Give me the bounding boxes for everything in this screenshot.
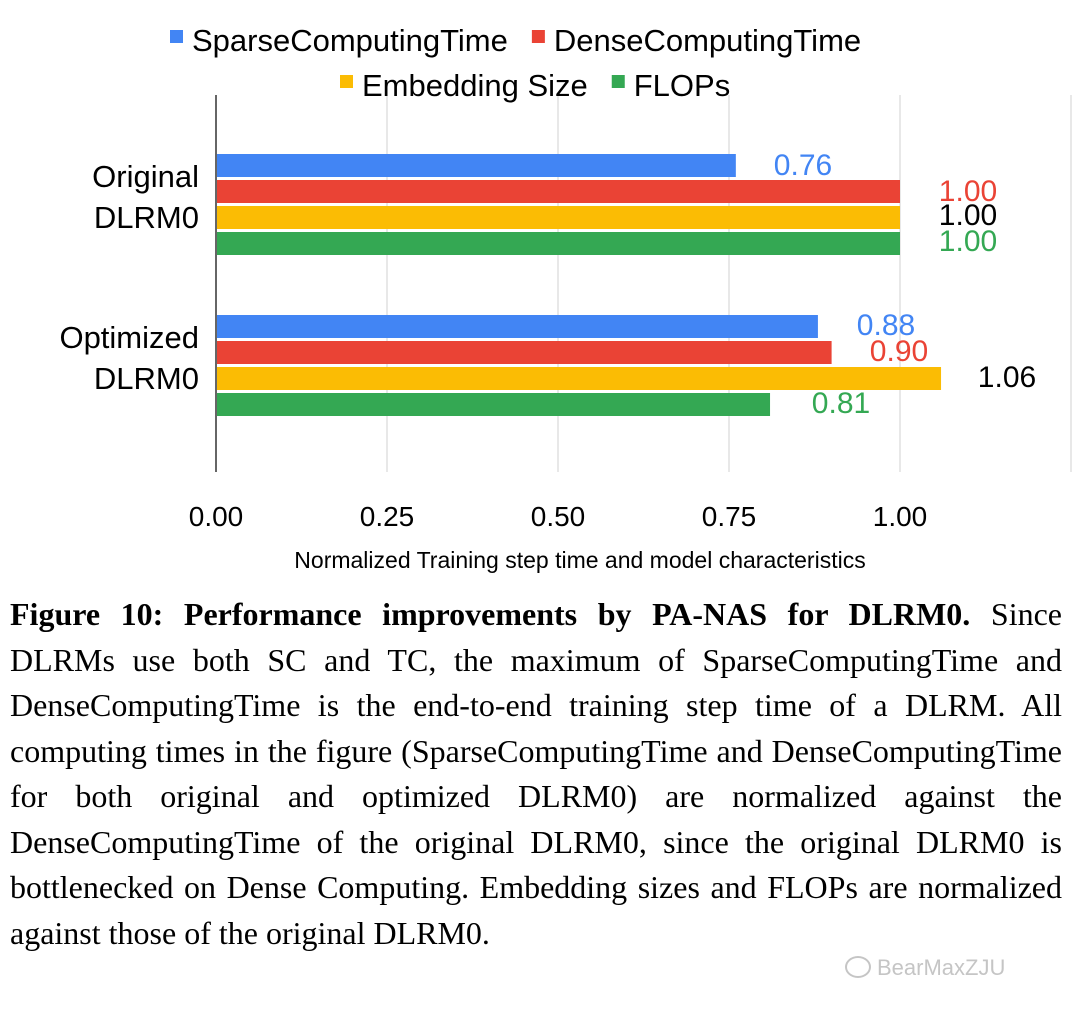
category-label: DLRM0 [94,361,199,396]
x-tick-label: 0.00 [189,501,244,532]
category-label: Original [92,159,199,194]
bar-value-label: 0.88 [857,309,915,342]
caption-body: Since DLRMs use both SC and TC, the maxi… [10,596,1063,951]
x-tick-label: 0.75 [702,501,757,532]
bar-value-label: 0.90 [870,335,928,368]
bar-value-label: 1.00 [939,175,997,208]
watermark: BearMaxZJU [845,955,1005,981]
legend-swatch [340,75,353,88]
bar [217,232,900,255]
x-tick-label: 0.25 [360,501,415,532]
bar-value-label: 0.76 [774,149,832,182]
legend-label: Embedding Size [362,68,588,103]
bar [217,154,736,177]
bar-value-label: 0.81 [812,387,870,420]
bar-value-label: 1.00 [939,199,997,232]
x-tick-label: 0.50 [531,501,586,532]
category-label: DLRM0 [94,200,199,235]
bar [217,315,818,338]
legend-label: SparseComputingTime [192,23,508,58]
bar [217,180,900,203]
watermark-text: BearMaxZJU [877,955,1006,980]
chart-area: 0.00 0.25 0.50 0.75 1.00 Normalized Training … [59,23,1072,573]
legend-swatch [170,30,183,43]
x-tick-label: 1.00 [873,501,928,532]
bar-value-label: 1.06 [978,361,1036,394]
bar [217,393,771,416]
wechat-icon [845,956,871,978]
bar-chart: 0.00 0.25 0.50 0.75 1.00 Normalized Training … [59,23,1072,573]
bar-value-label: 1.00 [939,225,997,258]
legend-swatch [531,30,545,43]
bar [217,341,832,364]
bar [217,206,900,229]
legend-swatch [611,75,625,88]
x-axis-title: Normalized Training step time and model … [294,547,865,573]
legend-label: DenseComputingTime [554,23,861,58]
caption-title: Figure 10: Performance improvements by P… [10,596,971,632]
legend-label: FLOPs [634,68,730,103]
figure-caption: Figure 10: Performance improvements by P… [10,592,1062,956]
category-label: Optimized [59,320,199,355]
bar [217,367,942,390]
